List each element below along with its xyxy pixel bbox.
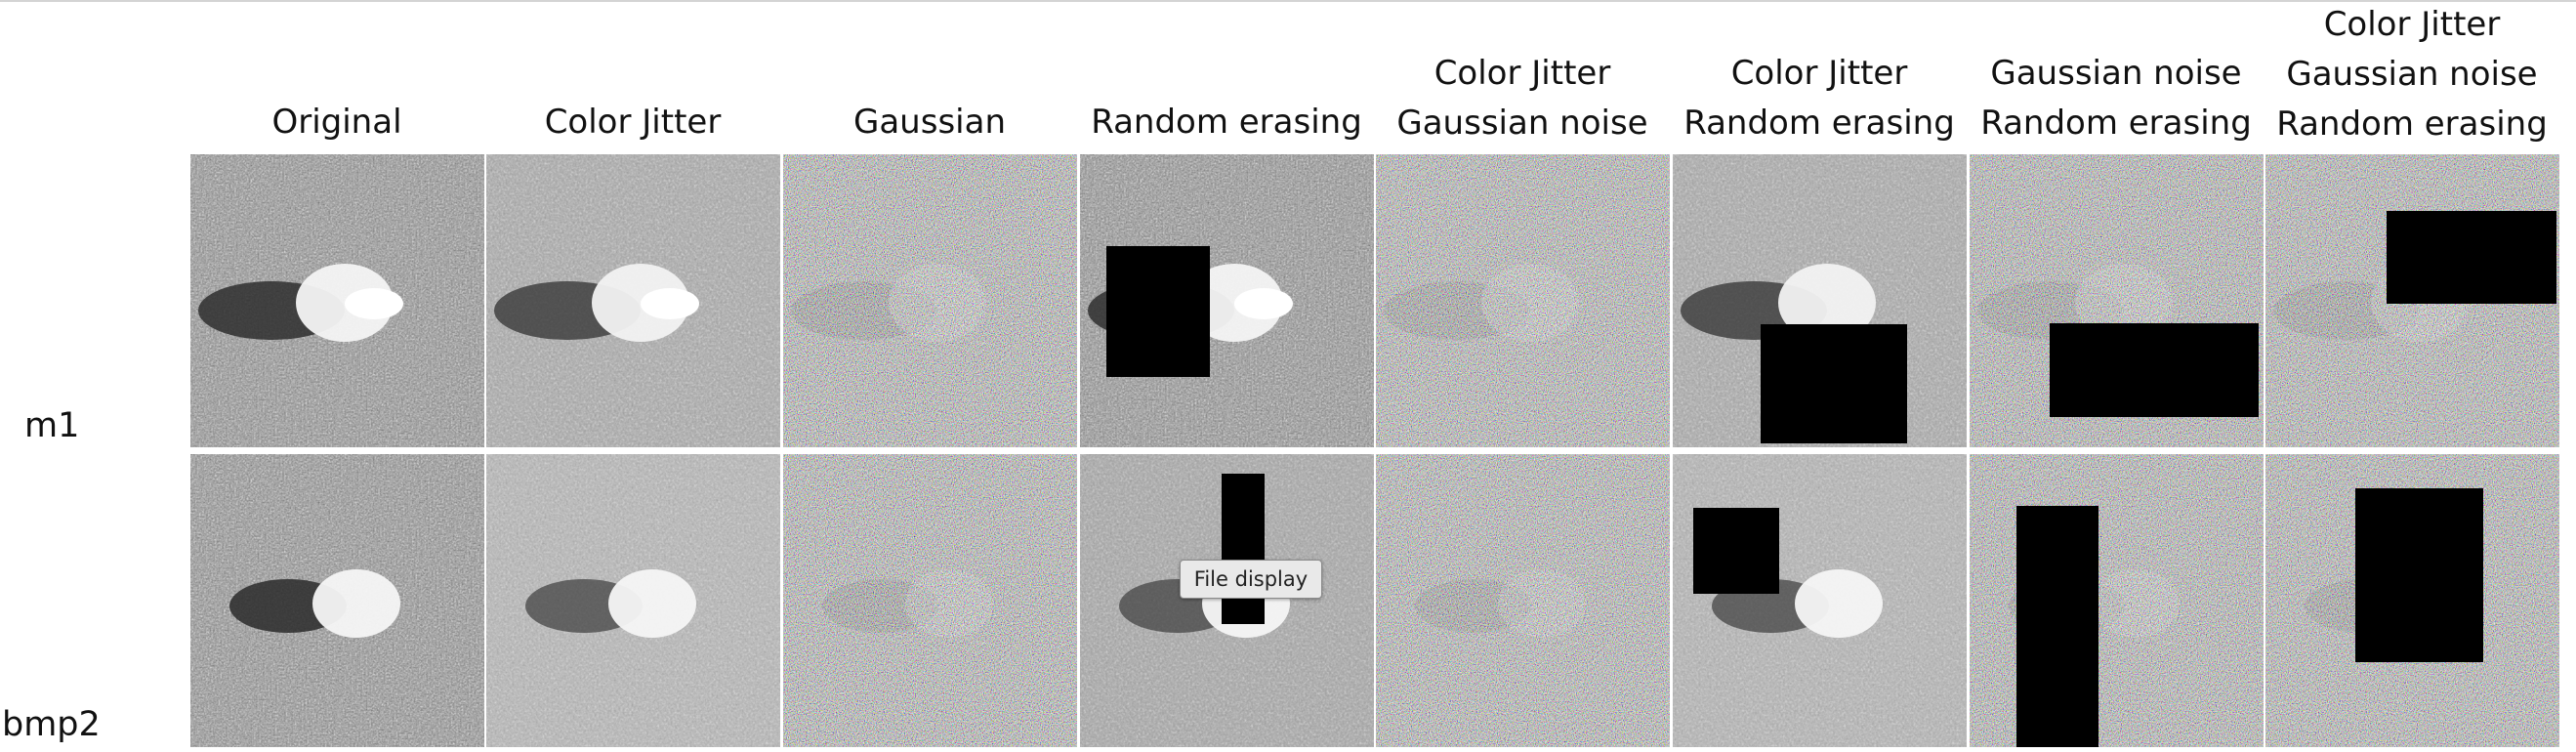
color-noise-overlay <box>783 454 1077 747</box>
image-bmp2-all-augmentations <box>2265 454 2559 747</box>
image-m1-all-augmentations <box>2265 154 2559 447</box>
image-m1-gaussian-noise-random-erasing <box>1970 154 2264 447</box>
file-display-tooltip: File display <box>1180 560 1322 599</box>
erased-region <box>1693 508 1779 594</box>
image-bmp2-color-jitter <box>486 454 780 747</box>
image-bmp2-gaussian <box>783 454 1077 747</box>
image-bmp2-original <box>190 454 484 747</box>
erased-region <box>1106 246 1210 377</box>
column-header-all-augmentations: Color Jitter Gaussian noise Random erasi… <box>2276 5 2548 144</box>
row-label-m1: m1 <box>24 406 80 445</box>
column-header-gaussian-noise-random-erasing: Gaussian noise Random erasing <box>1980 54 2252 143</box>
erased-region <box>2387 211 2556 304</box>
image-m1-color-jitter-gaussian-noise <box>1376 154 1670 447</box>
color-noise-overlay <box>1376 154 1670 447</box>
erased-region <box>2050 323 2259 417</box>
image-m1-color-jitter-random-erasing <box>1673 154 1967 447</box>
erased-region <box>1761 324 1907 443</box>
column-header-gaussian: Gaussian <box>853 103 1006 142</box>
image-bmp2-color-jitter-random-erasing <box>1673 454 1967 747</box>
column-header-color-jitter-gaussian-noise: Color Jitter Gaussian noise <box>1396 54 1648 143</box>
color-noise-overlay <box>1970 454 2264 747</box>
row-label-bmp2: bmp2 <box>2 705 101 744</box>
column-header-color-jitter-random-erasing: Color Jitter Random erasing <box>1683 54 1955 143</box>
image-m1-original <box>190 154 484 447</box>
color-noise-overlay <box>1376 454 1670 747</box>
vehicle-target <box>229 569 444 657</box>
vehicle-target <box>198 264 452 371</box>
vehicle-target <box>525 569 740 657</box>
erased-region <box>1222 474 1265 624</box>
image-bmp2-color-jitter-gaussian-noise <box>1376 454 1670 747</box>
image-bmp2-random-erasing <box>1080 454 1374 747</box>
column-header-random-erasing: Random erasing <box>1091 103 1362 142</box>
erased-region <box>2355 488 2483 662</box>
top-border <box>0 0 2576 2</box>
column-header-color-jitter: Color Jitter <box>544 103 722 142</box>
column-header-original: Original <box>271 103 402 142</box>
image-bmp2-gaussian-noise-random-erasing <box>1970 454 2264 747</box>
color-noise-overlay <box>783 154 1077 447</box>
image-m1-gaussian <box>783 154 1077 447</box>
erased-region <box>2016 506 2098 747</box>
image-m1-random-erasing <box>1080 154 1374 447</box>
image-m1-color-jitter <box>486 154 780 447</box>
vehicle-target <box>494 264 748 371</box>
